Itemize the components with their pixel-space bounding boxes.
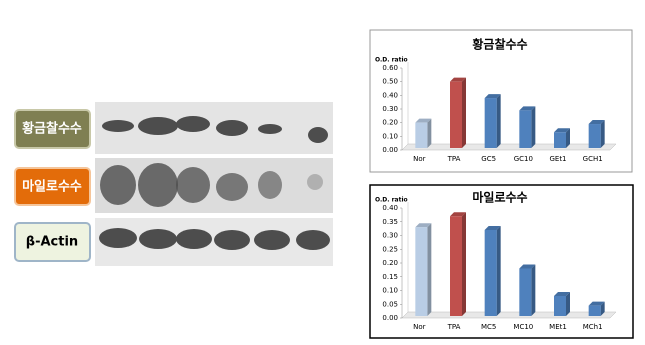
bar-top [519, 264, 536, 269]
floor [401, 143, 617, 151]
y-tick-label: 0.40 [382, 204, 398, 212]
bar [588, 124, 601, 148]
bar-side [427, 118, 432, 148]
bar [415, 227, 428, 316]
y-tick-label: 0.00 [382, 314, 398, 322]
bar-top [450, 212, 466, 217]
bar-side [531, 264, 536, 316]
x-tick-label: Nor [413, 323, 426, 331]
x-tick-label: TPA [447, 323, 461, 331]
label-box [14, 109, 91, 149]
label-box [14, 222, 91, 262]
y-axis-label: O.D. ratio [375, 197, 408, 204]
bands [99, 116, 330, 250]
y-tick-label: 0.40 [382, 91, 398, 99]
x-tick-label: GC5 [481, 155, 496, 163]
bar [519, 110, 532, 148]
y-tick-label: 0.60 [382, 64, 398, 72]
bar [554, 296, 566, 316]
y-tick-label: 0.10 [382, 287, 398, 295]
bar-side [462, 212, 466, 316]
bar-top [554, 128, 570, 133]
y-tick-label: 0.00 [382, 146, 398, 154]
bar-side [600, 301, 605, 316]
y-tick-label: 0.30 [382, 232, 398, 240]
y-tick-label: 0.50 [382, 78, 398, 86]
blot: 황금찰수수 마일로수수 β-Actin [14, 102, 333, 266]
y-axis-label: O.D. ratio [375, 57, 408, 64]
y-tick-label: 0.20 [382, 259, 398, 267]
bar-side [600, 120, 605, 148]
bar-side [496, 226, 501, 316]
bar [450, 216, 462, 316]
blot-strip [95, 102, 333, 154]
bar [484, 98, 497, 148]
y-tick-label: 0.30 [382, 105, 398, 113]
x-tick-label: GCH1 [583, 155, 603, 163]
bar-top [519, 106, 536, 111]
bar-top [554, 292, 570, 296]
blot-label: 황금찰수수 [22, 121, 82, 137]
x-tick-label: MEt1 [549, 323, 567, 331]
x-tick-label: MC5 [481, 323, 496, 331]
bar [588, 305, 601, 316]
bar-top [484, 226, 501, 230]
bar-side [566, 128, 570, 148]
y-tick-label: 0.20 [382, 119, 398, 127]
x-tick-label: TPA [447, 155, 461, 163]
chart-title: 황금찰수수 [472, 37, 527, 52]
bar-side [496, 94, 501, 148]
bar [484, 230, 497, 316]
y-tick-label: 0.15 [382, 273, 398, 281]
y-tick-label: 0.05 [382, 300, 398, 308]
bar-side [427, 223, 432, 316]
x-tick-label: GEt1 [549, 155, 566, 163]
floor [401, 311, 617, 319]
label-box [14, 167, 91, 206]
bar-top [415, 118, 432, 123]
y-tick-label: 0.10 [382, 132, 398, 140]
bar-top [588, 301, 605, 306]
y-tick-label: 0.35 [382, 218, 398, 226]
bar-top [450, 77, 466, 82]
x-tick-label: MCh1 [583, 323, 603, 331]
y-tick-label: 0.25 [382, 245, 398, 253]
bar-side [531, 106, 536, 148]
bar [450, 81, 462, 148]
bar [519, 268, 532, 316]
blot-label: β-Actin [26, 235, 78, 250]
bar-side [566, 292, 570, 316]
bar [554, 132, 566, 148]
chart-title: 마일로수수 [472, 190, 527, 205]
bar-top [588, 120, 605, 125]
blot-label: 마일로수수 [22, 179, 82, 195]
bar-side [462, 77, 466, 148]
x-tick-label: GC10 [514, 155, 533, 163]
x-tick-label: Nor [413, 155, 426, 163]
bar-top [484, 94, 501, 99]
x-tick-label: MC10 [513, 323, 533, 331]
bar [415, 122, 428, 148]
bar-top [415, 223, 432, 228]
